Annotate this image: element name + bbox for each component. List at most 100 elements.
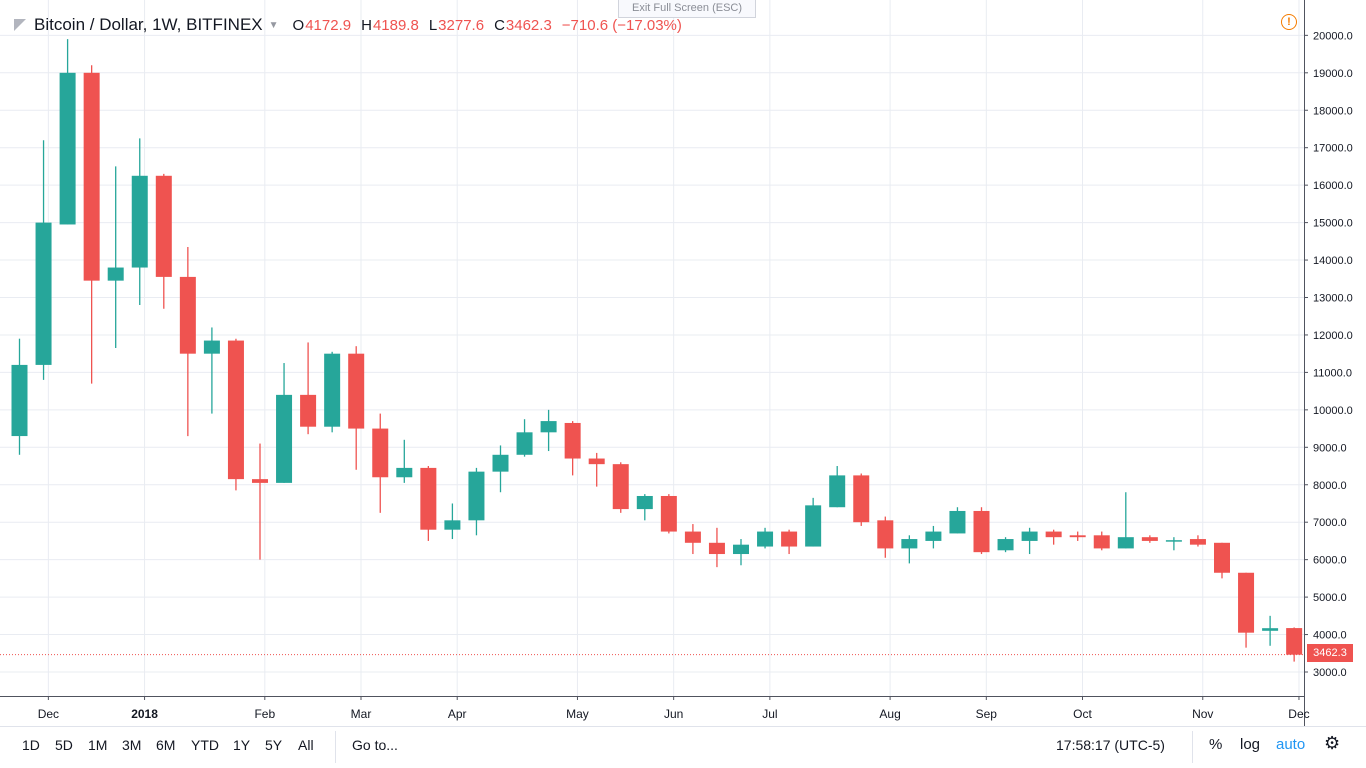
symbol-name[interactable]: Bitcoin / Dollar, 1W, BITFINEX bbox=[34, 15, 263, 34]
price-tick-label: 9000.0 bbox=[1313, 442, 1347, 454]
percent-scale-button[interactable]: % bbox=[1209, 736, 1223, 753]
exit-fullscreen-button[interactable]: Exit Full Screen (ESC) bbox=[618, 0, 756, 18]
time-tick-label: Feb bbox=[254, 707, 275, 721]
candle-body-up bbox=[949, 510, 966, 534]
range-ytd-button[interactable]: YTD bbox=[191, 737, 219, 753]
candle-body-up bbox=[59, 72, 76, 225]
candle-body-up bbox=[636, 495, 653, 510]
candle-body-down bbox=[853, 475, 870, 523]
range-1d-button[interactable]: 1D bbox=[22, 737, 40, 753]
price-tick-label: 10000.0 bbox=[1313, 405, 1353, 417]
gear-icon[interactable]: ⚙ bbox=[1324, 733, 1341, 753]
candle-body-down bbox=[781, 531, 798, 547]
candle-body-down bbox=[684, 531, 701, 543]
candle-body-up bbox=[1262, 628, 1279, 631]
log-scale-button[interactable]: log bbox=[1240, 736, 1261, 753]
time-tick-label: Oct bbox=[1073, 707, 1092, 721]
candle-body-down bbox=[155, 175, 172, 277]
range-1m-button[interactable]: 1M bbox=[88, 737, 108, 753]
high-value: 4189.8 bbox=[372, 16, 419, 34]
candle-body-down bbox=[252, 479, 268, 483]
time-tick-label: Dec bbox=[38, 707, 59, 721]
price-tick-label: 6000.0 bbox=[1313, 555, 1347, 567]
candle-body-up bbox=[11, 364, 28, 437]
goto-button[interactable]: Go to... bbox=[352, 737, 398, 753]
price-tick-label: 20000.0 bbox=[1313, 30, 1353, 42]
time-tick-label: Nov bbox=[1192, 707, 1213, 721]
candle-body-down bbox=[1141, 537, 1158, 541]
candle-body-up bbox=[997, 539, 1014, 551]
candle-body-up bbox=[444, 520, 461, 530]
symbol-legend: Bitcoin / Dollar, 1W, BITFINEX ▼ O 4172.9… bbox=[14, 14, 682, 36]
range-5d-button[interactable]: 5D bbox=[55, 737, 73, 753]
symbol-dropdown-icon[interactable]: ▼ bbox=[268, 19, 279, 31]
price-tick-label: 7000.0 bbox=[1313, 517, 1347, 529]
last-price-label: 3462.3 bbox=[1307, 644, 1353, 662]
change-value: −710.6 (−17.03%) bbox=[561, 16, 682, 34]
range-1y-button[interactable]: 1Y bbox=[233, 737, 251, 753]
time-tick-label: Aug bbox=[879, 707, 900, 721]
candle-body-down bbox=[708, 542, 725, 555]
candle-body-up bbox=[131, 175, 148, 268]
candle-body-up bbox=[468, 471, 485, 521]
candle-body-up bbox=[805, 505, 822, 547]
open-value: 4172.9 bbox=[305, 16, 352, 34]
candle-body-down bbox=[1069, 535, 1086, 538]
auto-scale-button[interactable]: auto bbox=[1276, 736, 1306, 753]
price-tick-label: 4000.0 bbox=[1313, 630, 1347, 642]
candle-body-up bbox=[925, 531, 942, 541]
candle-body-down bbox=[1189, 539, 1206, 545]
warning-icon[interactable]: ! bbox=[1281, 14, 1297, 30]
close-value: 3462.3 bbox=[505, 16, 552, 34]
candle-body-down bbox=[1286, 628, 1303, 655]
time-tick-label: Jul bbox=[762, 707, 777, 721]
range-6m-button[interactable]: 6M bbox=[156, 737, 176, 753]
candlestick-chart[interactable]: 3000.0 4000.0 5000.0 6000.0 7000.0 8000.0 9000… bbox=[0, 0, 1366, 726]
candle-body-down bbox=[1238, 572, 1255, 633]
candle-body-up bbox=[757, 531, 774, 547]
candle-body-up bbox=[492, 454, 509, 472]
candle-body-up bbox=[829, 475, 846, 508]
range-3m-button[interactable]: 3M bbox=[122, 737, 142, 753]
range-5y-button[interactable]: 5Y bbox=[265, 737, 283, 753]
price-tick-label: 17000.0 bbox=[1313, 143, 1353, 155]
range-all-button[interactable]: All bbox=[298, 737, 314, 753]
candle-body-down bbox=[348, 353, 365, 429]
candle-body-up bbox=[1117, 537, 1134, 549]
candle-body-up bbox=[516, 432, 533, 455]
low-label: L bbox=[428, 16, 438, 34]
price-tick-label: 14000.0 bbox=[1313, 255, 1353, 267]
time-tick-label: Apr bbox=[448, 707, 467, 721]
price-tick-label: 15000.0 bbox=[1313, 218, 1353, 230]
candle-body-up bbox=[324, 353, 341, 427]
candle-body-down bbox=[877, 520, 894, 549]
low-value: 3277.6 bbox=[438, 16, 485, 34]
candle-body-up bbox=[1165, 540, 1182, 542]
price-tick-label: 13000.0 bbox=[1313, 293, 1353, 305]
toolbar-divider bbox=[1192, 731, 1193, 763]
candle-body-down bbox=[564, 422, 581, 459]
symbol-flag-icon bbox=[14, 19, 26, 31]
candle-body-up bbox=[733, 544, 749, 555]
time-tick-label: Jun bbox=[664, 707, 683, 721]
time-tick-label: Mar bbox=[351, 707, 372, 721]
bottom-toolbar: 1D 5D 1M 3M 6M YTD 1Y 5Y All Go to... 17… bbox=[0, 726, 1366, 768]
candle-body-down bbox=[588, 458, 605, 465]
candle-body-up bbox=[276, 394, 293, 483]
candle-body-down bbox=[1045, 531, 1062, 538]
candle-body-down bbox=[227, 340, 244, 480]
price-tick-label: 11000.0 bbox=[1313, 367, 1352, 379]
candle-body-down bbox=[372, 428, 389, 478]
candle-body-up bbox=[107, 267, 124, 281]
time-tick-label: 2018 bbox=[131, 707, 158, 721]
candle-body-down bbox=[420, 467, 437, 530]
candle-body-up bbox=[1021, 531, 1038, 541]
clock-timezone[interactable]: 17:58:17 (UTC-5) bbox=[1056, 737, 1165, 753]
candle-body-down bbox=[83, 72, 100, 281]
price-tick-label: 5000.0 bbox=[1313, 592, 1347, 604]
candle-body-down bbox=[300, 394, 317, 427]
price-tick-label: 16000.0 bbox=[1313, 180, 1353, 192]
price-tick-label: 19000.0 bbox=[1313, 68, 1353, 80]
time-tick-label: May bbox=[566, 707, 589, 721]
candle-body-up bbox=[203, 340, 220, 354]
